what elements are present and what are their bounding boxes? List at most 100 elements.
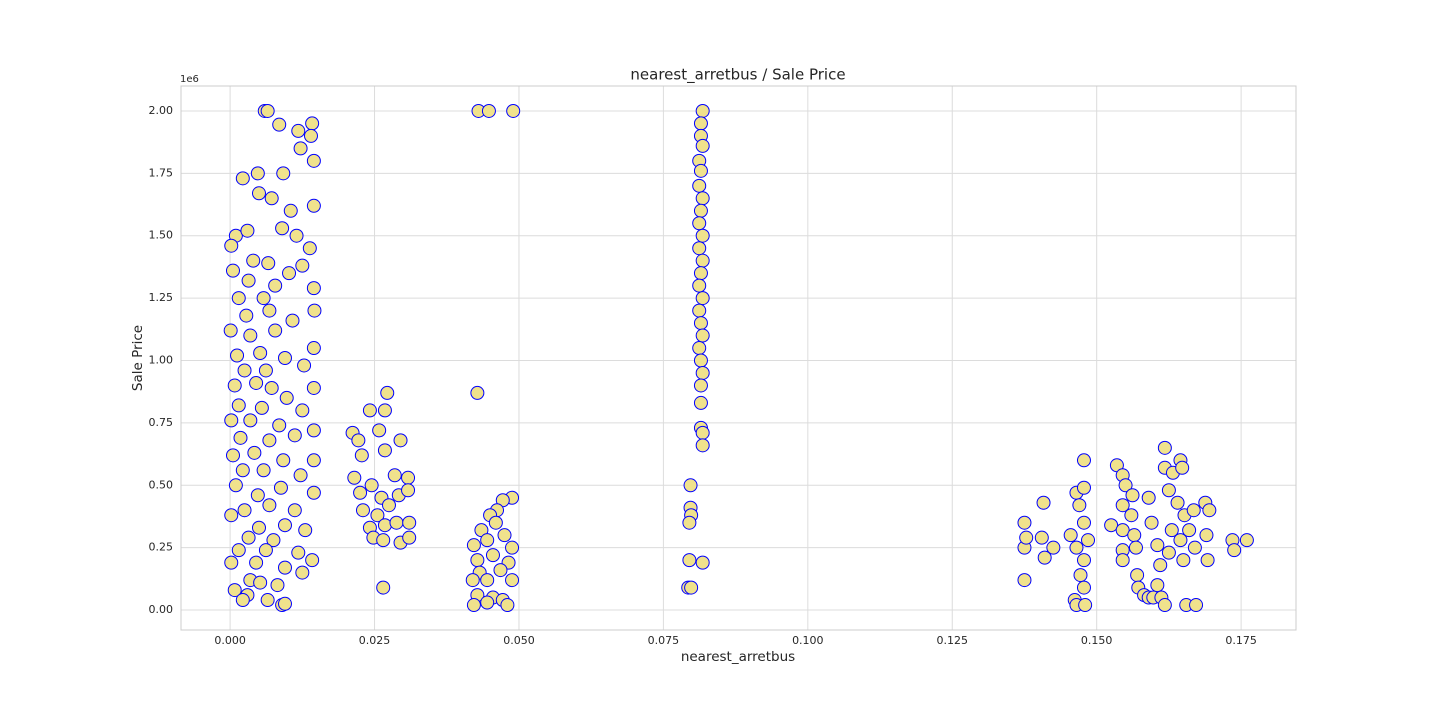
point [306, 281, 321, 296]
point [466, 598, 481, 613]
x-tick-label: 0.100 [792, 634, 824, 647]
point [1161, 483, 1176, 498]
point [307, 303, 322, 318]
point [485, 548, 500, 563]
point [1017, 515, 1032, 530]
point [1141, 490, 1156, 505]
point [1150, 538, 1165, 553]
point [231, 291, 246, 306]
point [1078, 598, 1093, 613]
point [235, 171, 250, 186]
point [693, 163, 708, 178]
point [1164, 523, 1179, 538]
x-tick-label: 0.050 [503, 634, 535, 647]
point [295, 565, 310, 580]
point [1128, 540, 1143, 555]
point [1173, 533, 1188, 548]
point [276, 453, 291, 468]
y-tick-label: 0.00 [149, 603, 174, 616]
point [1037, 550, 1052, 565]
point [1076, 553, 1091, 568]
point [227, 378, 242, 393]
x-tick-label: 0.000 [214, 634, 246, 647]
point [250, 488, 265, 503]
point [1187, 540, 1202, 555]
point [372, 423, 387, 438]
point [277, 596, 292, 611]
point [1175, 460, 1190, 475]
point [362, 403, 377, 418]
point [224, 555, 239, 570]
point [1186, 503, 1201, 518]
point [364, 478, 379, 493]
point [1202, 503, 1217, 518]
plot-frame [180, 85, 1297, 631]
x-tick-label: 0.075 [648, 634, 680, 647]
point [465, 573, 480, 588]
x-tick-label: 0.175 [1225, 634, 1257, 647]
point [272, 418, 287, 433]
point [264, 380, 279, 395]
point [695, 138, 710, 153]
point [1125, 488, 1140, 503]
point [1182, 523, 1197, 538]
point [695, 365, 710, 380]
point [249, 375, 264, 390]
point [258, 363, 273, 378]
point [493, 563, 508, 578]
point [1081, 533, 1096, 548]
point [233, 430, 248, 445]
point [224, 238, 239, 253]
point [347, 470, 362, 485]
point [260, 103, 275, 118]
point [480, 573, 495, 588]
point [231, 543, 246, 558]
point [1227, 543, 1242, 558]
point [1115, 553, 1130, 568]
point [237, 503, 252, 518]
point [251, 520, 266, 535]
point [305, 116, 320, 131]
point [480, 595, 495, 610]
point [1115, 523, 1130, 538]
point [1069, 540, 1084, 555]
point [275, 221, 290, 236]
point [389, 515, 404, 530]
point [1189, 598, 1204, 613]
point [695, 291, 710, 306]
point [376, 533, 391, 548]
point [254, 400, 269, 415]
point [692, 178, 707, 193]
point [277, 518, 292, 533]
point [1118, 478, 1133, 493]
point [251, 186, 266, 201]
point [1144, 515, 1159, 530]
y-tick-label: 1.75 [149, 166, 174, 179]
point [693, 395, 708, 410]
point [243, 328, 258, 343]
point [266, 533, 281, 548]
point [1153, 558, 1168, 573]
point [354, 448, 369, 463]
point [1076, 453, 1091, 468]
point [246, 253, 261, 268]
point [261, 256, 276, 271]
point [370, 508, 385, 523]
point [1063, 528, 1078, 543]
point [695, 555, 710, 570]
point [682, 553, 697, 568]
point [285, 313, 300, 328]
point [695, 328, 710, 343]
point [1046, 540, 1061, 555]
point [1017, 573, 1032, 588]
point [1115, 498, 1130, 513]
point [695, 191, 710, 206]
point [488, 515, 503, 530]
point [393, 433, 408, 448]
point [241, 530, 256, 545]
point [695, 228, 710, 243]
point [693, 378, 708, 393]
point [500, 598, 515, 613]
